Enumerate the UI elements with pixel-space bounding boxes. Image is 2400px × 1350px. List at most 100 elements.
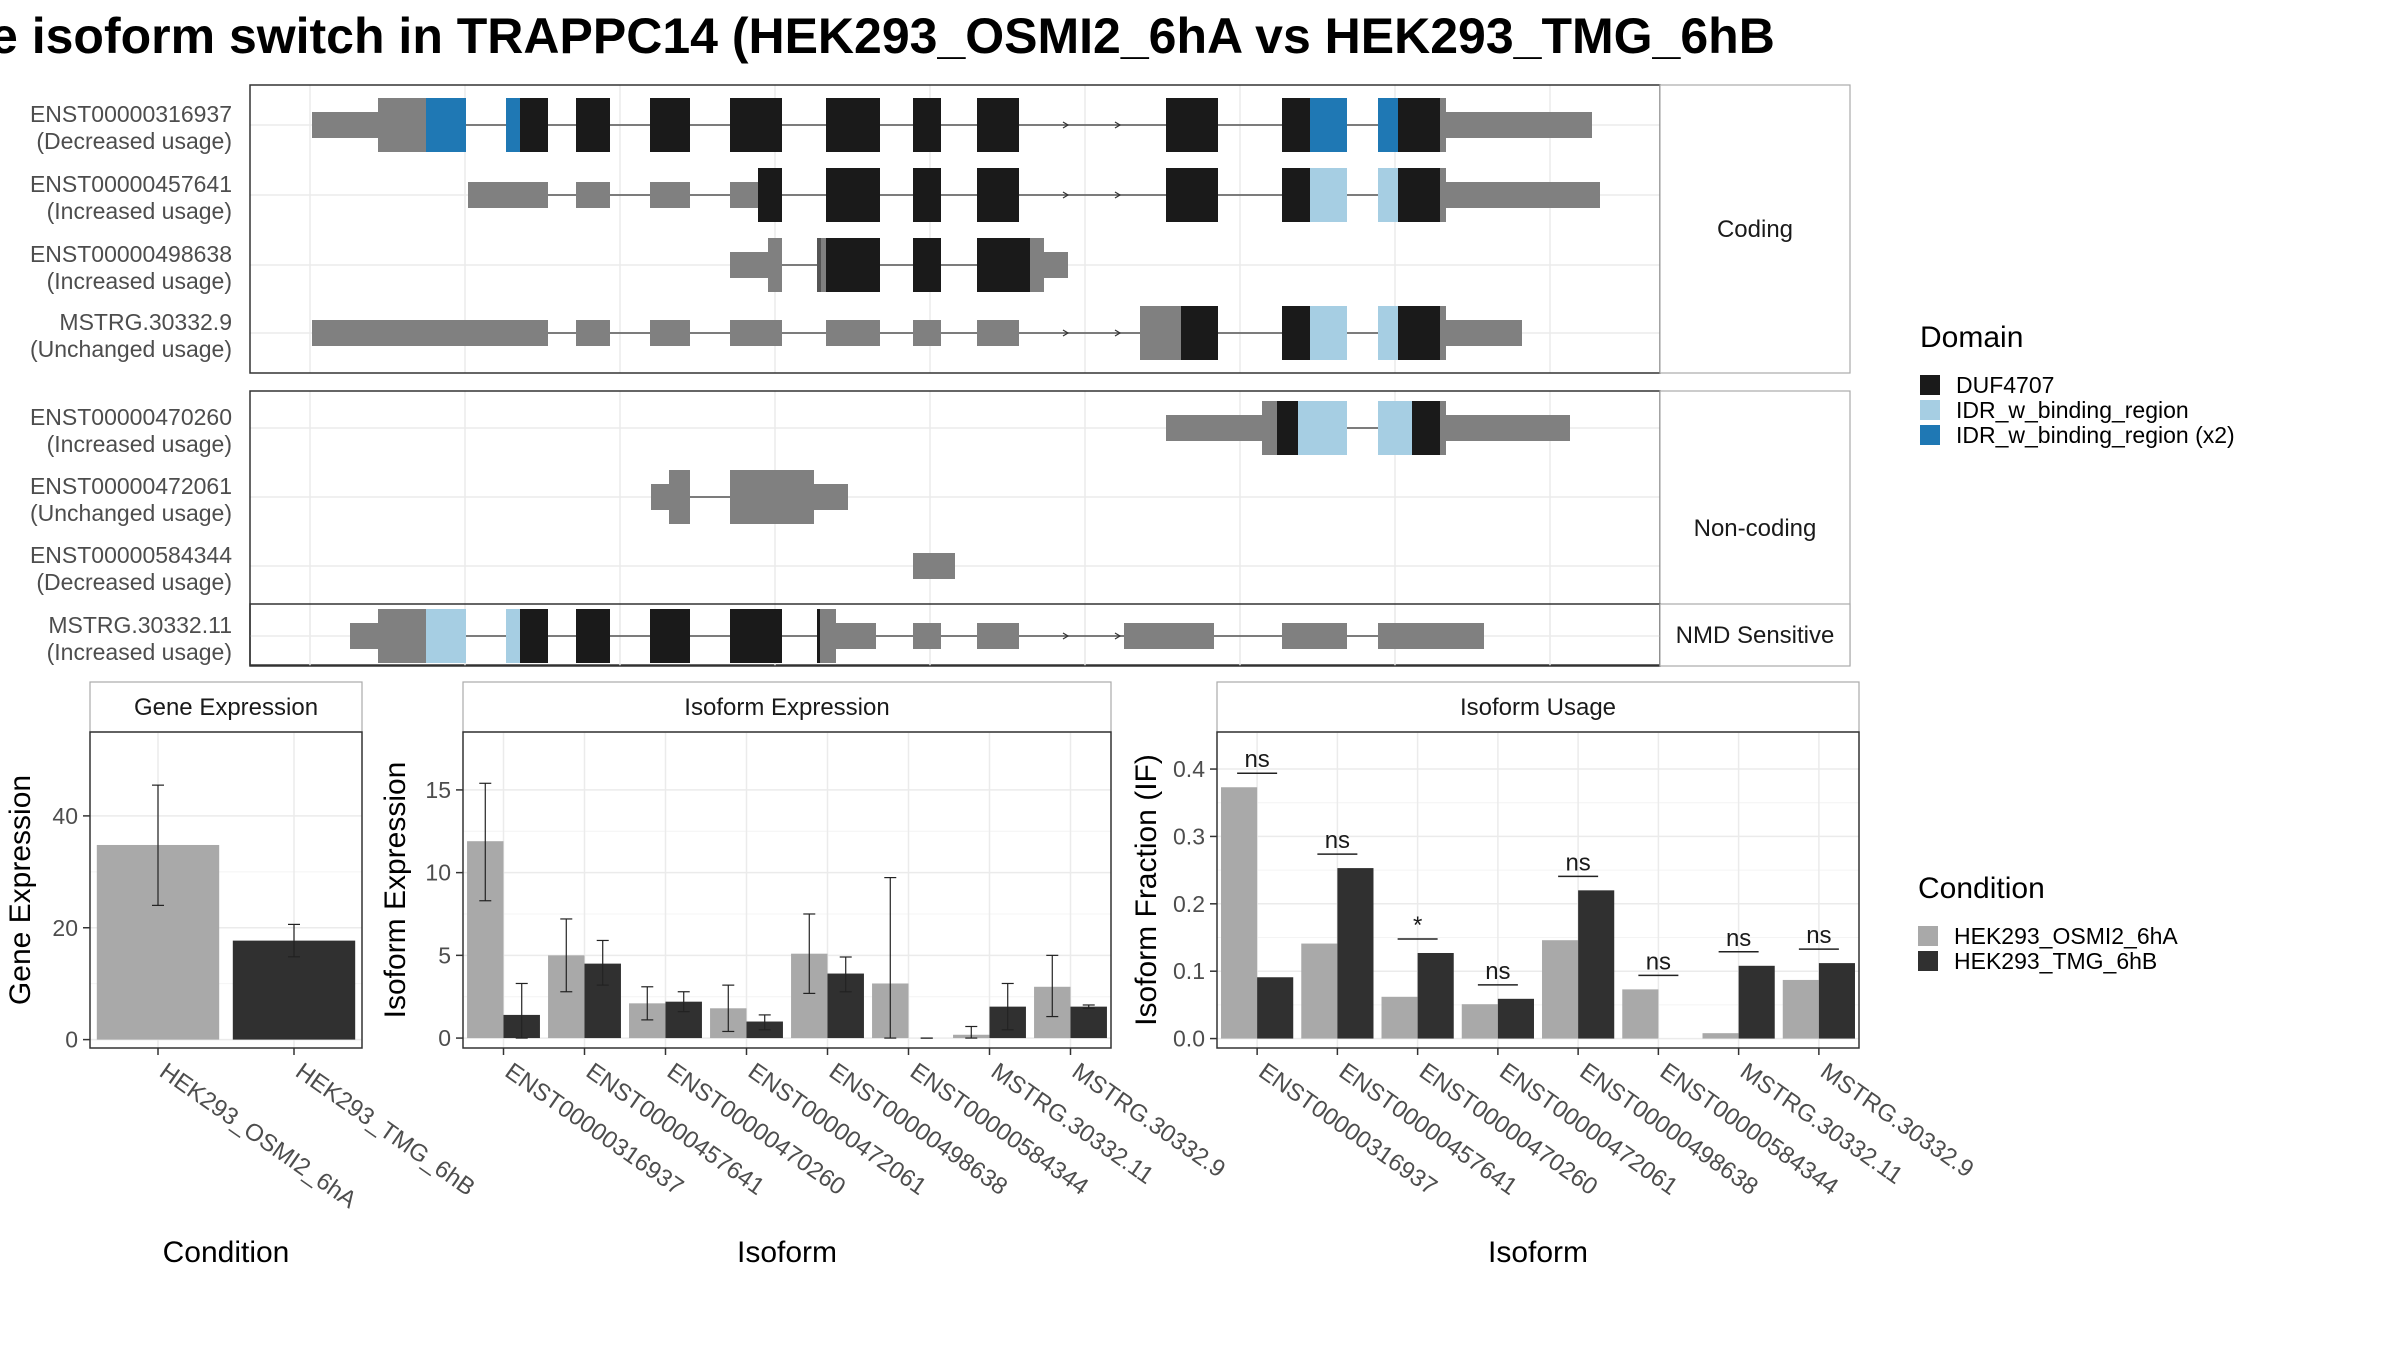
facet-strip-label: NMD Sensitive <box>1676 622 1835 649</box>
exon-segment <box>913 98 941 152</box>
y-tick-label: 0 <box>438 1025 451 1051</box>
utr-segment <box>576 320 610 346</box>
exon-segment <box>977 168 1019 222</box>
exon-segment <box>1398 168 1440 222</box>
bar <box>1257 977 1294 1039</box>
transcript-usage-label: (Unchanged usage) <box>30 500 232 526</box>
legend-label: DUF4707 <box>1956 372 2054 398</box>
facet-strip-label: Non-coding <box>1694 515 1817 542</box>
utr-segment <box>576 182 610 208</box>
exon-segment <box>576 609 610 663</box>
exon-segment <box>913 168 941 222</box>
stop-codon-mark <box>817 609 820 663</box>
y-tick-label: 0.2 <box>1173 891 1205 917</box>
transcript-usage-label: (Increased usage) <box>47 639 232 665</box>
significance-label: ns <box>1565 849 1590 876</box>
bar <box>1337 868 1374 1039</box>
x-axis-title: Condition <box>163 1236 290 1269</box>
significance-label: ns <box>1726 925 1751 952</box>
exon-segment <box>1166 168 1218 222</box>
utr-segment <box>730 182 758 208</box>
utr-segment <box>730 320 782 346</box>
transcript-id-label: ENST00000316937 <box>30 101 232 127</box>
exon-segment <box>1166 98 1218 152</box>
utr-segment <box>312 112 378 138</box>
chart-title: Isoform Expression <box>684 694 889 721</box>
legend-title: Condition <box>1918 872 2045 905</box>
utr-segment <box>913 623 941 649</box>
exon-segment <box>730 609 782 663</box>
y-tick-label: 0.3 <box>1173 823 1205 849</box>
significance-label: ns <box>1325 827 1350 854</box>
transcript-group-nmd-sensitive: NMD Sensitive MSTRG.30332.11(Increased us… <box>47 603 1851 667</box>
y-tick-label: 0.1 <box>1173 958 1205 984</box>
exon-segment <box>1310 98 1347 152</box>
chart-isoform-expression: Isoform ExpressionENST00000316937ENST000… <box>379 681 1230 1269</box>
legend-label: HEK293_TMG_6hB <box>1954 948 2157 974</box>
significance-label: ns <box>1646 948 1671 975</box>
exon-segment <box>1378 306 1398 360</box>
legend-label: HEK293_OSMI2_6hA <box>1954 923 2178 949</box>
plot-border <box>462 731 1112 1049</box>
transcript-id-label: ENST00000470260 <box>30 404 232 430</box>
utr-segment <box>1446 415 1570 441</box>
exon-segment <box>820 609 836 663</box>
legend-swatch <box>1920 425 1940 445</box>
exon-segment <box>1140 306 1181 360</box>
facet-strip <box>1659 84 1851 374</box>
exon-segment <box>826 98 880 152</box>
transcript-usage-label: (Increased usage) <box>47 431 232 457</box>
strand-arrow <box>1114 632 1122 640</box>
strand-arrow <box>1062 121 1070 129</box>
exon-segment <box>913 238 941 292</box>
exon-segment <box>1378 98 1398 152</box>
exon-segment <box>378 98 426 152</box>
bar <box>1578 890 1615 1039</box>
legend-swatch <box>1920 375 1940 395</box>
y-tick-label: 0 <box>65 1027 78 1053</box>
exon-segment <box>506 98 520 152</box>
utr-segment <box>1446 182 1600 208</box>
y-tick-label: 0.4 <box>1173 756 1205 782</box>
transcript-id-label: MSTRG.30332.11 <box>48 612 232 638</box>
chart-isoform-usage: Isoform UsagensENST00000316937nsENST0000… <box>1130 681 1978 1269</box>
y-tick-label: 0.0 <box>1173 1026 1205 1052</box>
y-tick-label: 10 <box>425 860 451 886</box>
exon-segment <box>1440 401 1446 455</box>
legend-title: Domain <box>1920 321 2023 354</box>
exon-segment <box>378 609 426 663</box>
exon-segment <box>426 98 466 152</box>
utr-segment <box>836 623 876 649</box>
strand-arrow <box>1114 329 1122 337</box>
exon-segment <box>977 238 1030 292</box>
utr-segment <box>650 320 690 346</box>
bar <box>1301 943 1338 1039</box>
chart-strip <box>89 681 363 733</box>
exon-segment <box>520 98 548 152</box>
strand-arrow <box>1062 632 1070 640</box>
bar <box>1738 965 1775 1039</box>
exon-segment <box>1298 401 1347 455</box>
bar <box>1782 979 1819 1039</box>
facet-strip <box>1659 603 1851 667</box>
exon-segment <box>817 238 826 292</box>
transcript-id-label: MSTRG.30332.9 <box>59 309 232 335</box>
exon-segment <box>506 609 520 663</box>
exon-segment <box>758 168 782 222</box>
transcript-track: ENST00000584344(Decreased usage) <box>30 542 955 595</box>
legend-swatch <box>1918 951 1938 971</box>
exon-segment <box>576 98 610 152</box>
strand-arrow <box>1062 329 1070 337</box>
bar <box>1702 1033 1739 1039</box>
transcript-track: ENST00000498638(Increased usage) <box>30 238 1068 294</box>
bar <box>1221 787 1258 1039</box>
transcript-track: ENST00000470260(Increased usage) <box>30 401 1570 457</box>
bar <box>1497 998 1534 1039</box>
utr-segment <box>1166 415 1262 441</box>
exon-segment <box>1277 401 1298 455</box>
chart-title: Isoform Usage <box>1460 694 1616 721</box>
bar <box>1542 940 1579 1039</box>
